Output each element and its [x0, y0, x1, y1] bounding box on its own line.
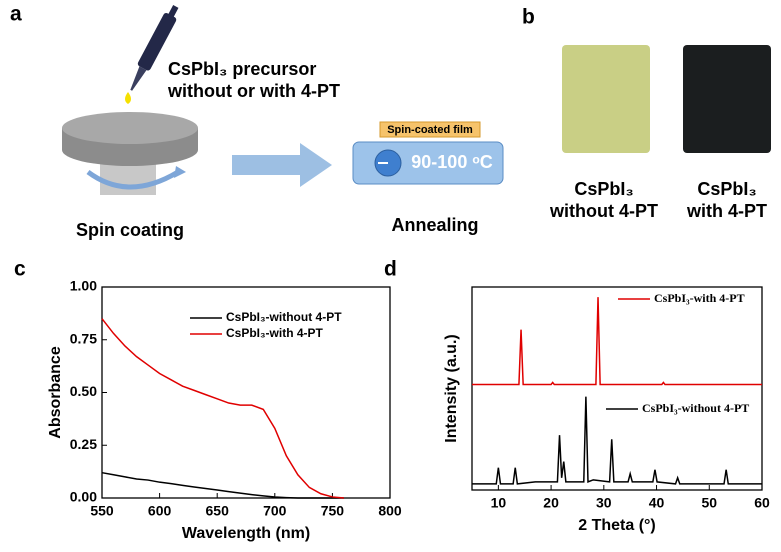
y-tick-label: 0.25	[70, 436, 97, 452]
precursor-label: CsPbI₃ precursor	[168, 59, 316, 79]
x-axis-label: Wavelength (nm)	[182, 525, 310, 542]
film-photo	[562, 45, 650, 153]
film-photo	[683, 45, 771, 153]
series-line	[472, 297, 762, 386]
legend-label: CsPbI₃-without 4-PT	[226, 310, 342, 324]
drop	[125, 92, 131, 104]
x-tick-label: 10	[491, 495, 507, 511]
photo-subtitle: without 4-PT	[549, 201, 658, 221]
x-tick-label: 50	[701, 495, 717, 511]
y-axis-label: Absorbance	[47, 346, 64, 439]
x-tick-label: 60	[754, 495, 770, 511]
panel-label: a	[10, 3, 22, 26]
spin-disc-top	[62, 112, 198, 144]
y-tick-label: 1.00	[70, 278, 97, 294]
legend-label: CsPbI₃-with 4-PT	[226, 326, 324, 340]
temperature-label: 90-100 ᵒC	[411, 152, 492, 172]
x-tick-label: 800	[378, 503, 402, 519]
plot-frame	[471, 286, 763, 491]
x-tick-label: 600	[148, 503, 172, 519]
y-tick-label: 0.75	[70, 330, 97, 346]
panel-label: d	[384, 258, 397, 281]
film	[379, 121, 481, 138]
step-label: Spin coating	[76, 220, 184, 240]
series-line	[101, 318, 344, 499]
step-label: Annealing	[391, 215, 478, 235]
y-tick-label: 0.00	[70, 489, 97, 505]
panel-label: c	[14, 258, 26, 281]
x-tick-label: 650	[206, 503, 230, 519]
x-tick-label: 40	[649, 495, 665, 511]
x-tick-label: 700	[263, 503, 287, 519]
y-axis-label: Intensity (a.u.)	[443, 334, 460, 442]
pipette	[130, 5, 179, 91]
photo-subtitle: with 4-PT	[686, 201, 767, 221]
series-line	[101, 471, 344, 499]
x-axis-label: 2 Theta (°)	[578, 517, 656, 534]
y-tick-label: 0.50	[70, 383, 97, 399]
legend-label: CsPbI₃-with 4-PT	[654, 291, 745, 305]
x-tick-label: 30	[596, 495, 612, 511]
panel-label: b	[522, 6, 535, 29]
photo-title: CsPbI₃	[697, 179, 756, 199]
x-tick-label: 750	[321, 503, 345, 519]
x-tick-label: 550	[90, 503, 114, 519]
x-tick-label: 20	[543, 495, 559, 511]
rotation-arrow	[86, 169, 180, 190]
photo-title: CsPbI₃	[574, 179, 633, 199]
legend-label: CsPbI₃-without 4-PT	[642, 401, 749, 415]
process-arrow	[232, 143, 332, 187]
series-line	[472, 396, 762, 485]
rotation-arrow-head	[174, 166, 186, 178]
condition-label: without or with 4-PT	[167, 81, 340, 101]
film-label: Spin-coated film	[387, 124, 473, 136]
